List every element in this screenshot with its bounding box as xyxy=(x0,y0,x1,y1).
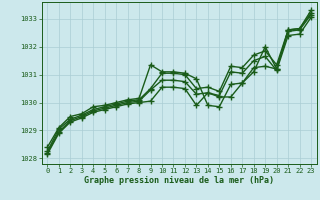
X-axis label: Graphe pression niveau de la mer (hPa): Graphe pression niveau de la mer (hPa) xyxy=(84,176,274,185)
